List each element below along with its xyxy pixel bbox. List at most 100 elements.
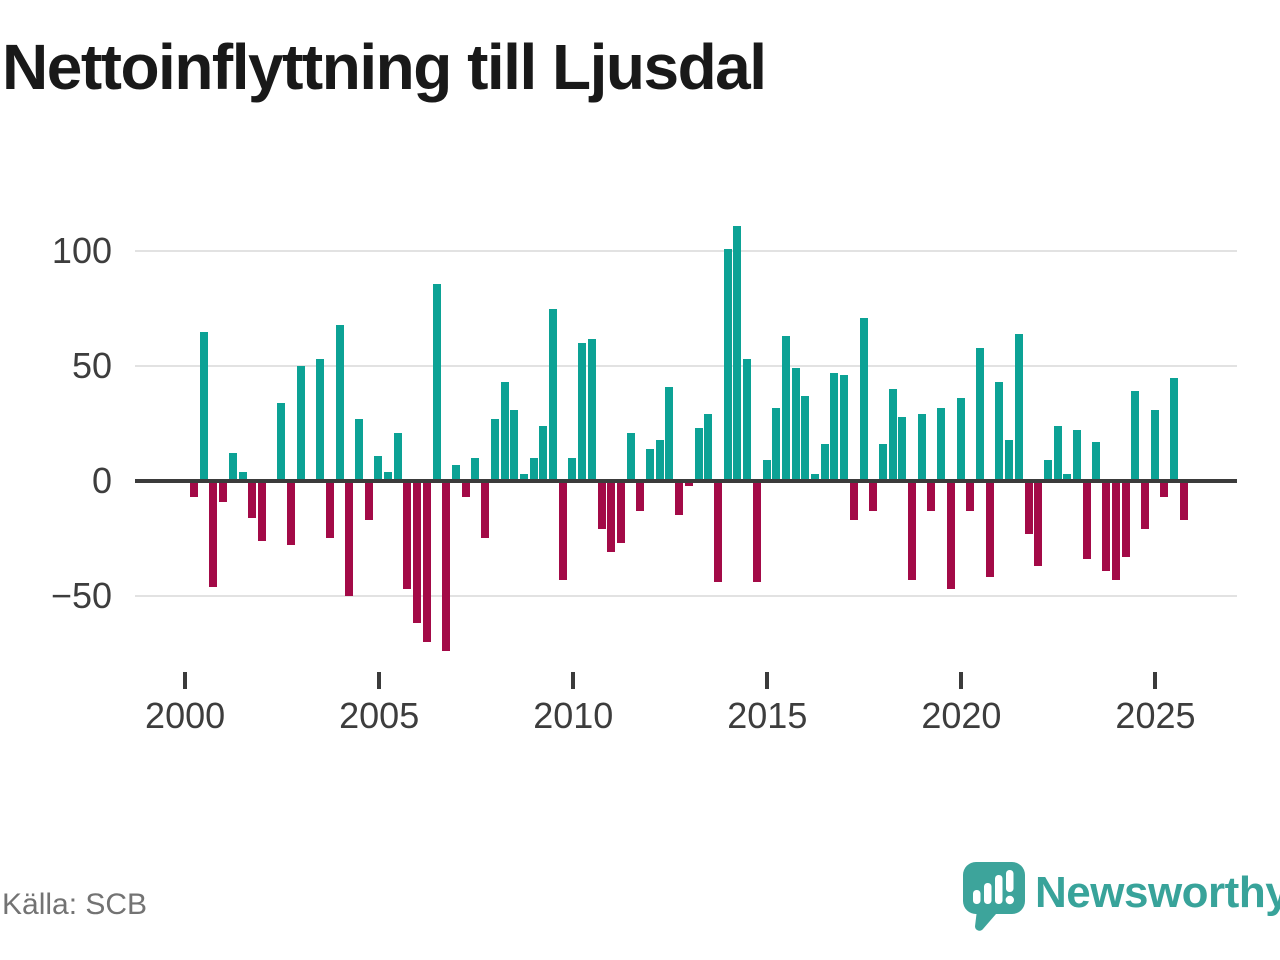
bar-2023Q2	[1092, 441, 1101, 481]
bar-2013Q2	[704, 414, 713, 481]
bar-2023Q3	[1102, 481, 1111, 571]
bar-2022Q1	[1043, 460, 1052, 481]
bar-2025Q1	[1160, 481, 1169, 498]
bar-2013Q1	[694, 428, 703, 481]
bar-2025Q3	[1179, 481, 1188, 521]
gridline-y-50	[135, 594, 1237, 597]
bar-2021Q1	[1005, 439, 1014, 481]
bar-2025Q2	[1170, 377, 1179, 481]
bar-2011Q1	[616, 481, 625, 543]
bar-2018Q4	[917, 414, 926, 481]
x-axis-tick-label: 2010	[533, 695, 614, 736]
bar-2003Q3	[325, 481, 334, 539]
bar-2021Q3	[1024, 481, 1033, 534]
bar-2022Q3	[1063, 474, 1072, 481]
bar-2011Q3	[636, 481, 645, 511]
bar-2009Q4	[568, 458, 577, 481]
bar-2018Q3	[908, 481, 917, 580]
bar-2024Q1	[1121, 481, 1130, 557]
bar-2019Q3	[946, 481, 955, 589]
bar-2020Q1	[966, 481, 975, 511]
bar-2024Q3	[1140, 481, 1149, 530]
x-axis-tick-2015	[765, 672, 770, 689]
bar-2012Q4	[684, 481, 693, 486]
bar-2020Q3	[985, 481, 994, 578]
bar-2006Q1	[422, 481, 431, 642]
bar-2020Q4	[995, 382, 1004, 481]
bar-2017Q4	[878, 444, 887, 481]
bar-2001Q3	[248, 481, 257, 518]
bar-2005Q1	[384, 471, 393, 481]
bar-2021Q2	[1014, 334, 1023, 481]
bar-2008Q4	[529, 458, 538, 481]
bar-2007Q2	[471, 458, 480, 481]
y-axis-tick-label: −50	[50, 574, 112, 616]
newsworthy-logo-icon	[963, 862, 1025, 931]
x-axis-tick-2000	[183, 672, 188, 689]
bar-2016Q4	[840, 375, 849, 481]
x-axis-tick-2010	[571, 672, 576, 689]
bar-2023Q4	[1111, 481, 1120, 580]
bar-2009Q2	[549, 308, 558, 481]
bar-2014Q3	[752, 481, 761, 583]
y-axis-tick-label: 0	[91, 460, 112, 501]
bar-2007Q1	[461, 481, 470, 498]
bar-2022Q2	[1053, 425, 1062, 481]
bar-2008Q2	[510, 409, 519, 481]
bar-2015Q1	[772, 407, 781, 481]
bar-2005Q3	[403, 481, 412, 589]
y-axis-tick-label: 100	[51, 230, 112, 272]
bar-2012Q3	[675, 481, 684, 516]
bar-2000Q4	[219, 481, 228, 502]
bar-2024Q2	[1131, 391, 1140, 481]
bar-2009Q3	[558, 481, 567, 580]
bar-2001Q2	[238, 471, 247, 481]
x-axis-line	[135, 479, 1237, 483]
bar-2018Q2	[898, 416, 907, 481]
bar-2004Q2	[354, 419, 363, 481]
x-axis-tick-2005	[377, 672, 382, 689]
bar-2010Q4	[607, 481, 616, 553]
bar-2005Q2	[393, 432, 402, 481]
x-axis-tick-2020	[959, 672, 964, 689]
bar-2003Q2	[316, 359, 325, 481]
bar-2005Q4	[413, 481, 422, 624]
brand-name: Newsworthy	[1035, 868, 1280, 917]
bar-2002Q3	[287, 481, 296, 546]
bar-2000Q1	[190, 481, 198, 498]
bar-2014Q1	[733, 226, 742, 481]
bar-2006Q4	[451, 464, 460, 481]
bar-2014Q2	[743, 359, 752, 481]
bar-2021Q4	[1034, 481, 1043, 566]
bar-2001Q1	[228, 453, 237, 481]
bar-2017Q3	[869, 481, 878, 511]
x-axis-tick-label: 2015	[727, 695, 808, 736]
bar-2019Q4	[956, 398, 965, 481]
bar-2007Q3	[481, 481, 490, 539]
gridline-y50	[135, 365, 1237, 368]
bar-2015Q3	[791, 368, 800, 481]
bar-2015Q2	[781, 336, 790, 481]
brand-lockup: Newsworthy	[963, 862, 1280, 932]
bar-2017Q2	[859, 317, 868, 481]
x-axis-tick-label: 2020	[921, 695, 1002, 736]
bar-2001Q4	[257, 481, 266, 541]
bar-2019Q1	[927, 481, 936, 511]
bar-2018Q1	[888, 389, 897, 481]
bar-2014Q4	[762, 460, 771, 481]
bar-2004Q3	[364, 481, 373, 521]
x-axis-tick-2025	[1153, 672, 1158, 689]
bar-2006Q2	[432, 283, 441, 481]
bar-2000Q2	[199, 331, 208, 481]
bar-2013Q4	[723, 249, 732, 481]
bar-2008Q1	[500, 382, 509, 481]
plot-area: 100 50 0 −50 2000 2005 2010 2015 2020 2025	[50, 226, 1237, 736]
bar-2016Q3	[830, 373, 839, 481]
bar-2002Q4	[296, 366, 305, 481]
bar-2007Q4	[490, 419, 499, 481]
bar-2019Q2	[937, 407, 946, 481]
bar-2006Q3	[442, 481, 451, 651]
gridline-y100	[135, 250, 1237, 253]
bar-2002Q2	[277, 402, 286, 481]
